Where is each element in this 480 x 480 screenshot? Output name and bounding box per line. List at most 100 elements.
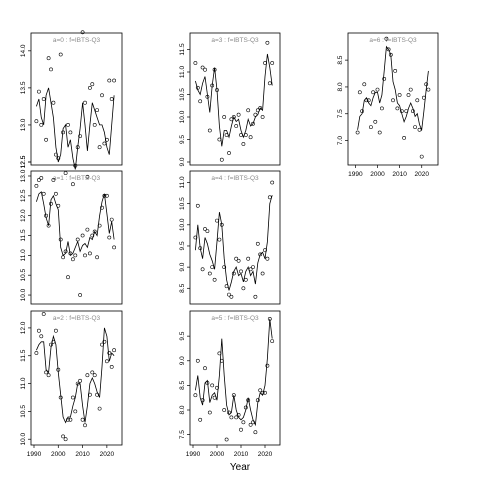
data-point xyxy=(58,52,63,57)
panel-title: a=6 : f=IBTS-Q3 xyxy=(369,37,417,44)
data-point xyxy=(193,393,198,398)
data-point xyxy=(388,52,393,57)
x-tick-label: 1990 xyxy=(348,171,363,178)
data-point xyxy=(260,271,265,276)
data-point xyxy=(63,171,68,176)
data-point xyxy=(78,293,83,297)
y-tick-label: 9.5 xyxy=(179,135,186,144)
data-point xyxy=(80,30,85,35)
data-point xyxy=(366,98,371,103)
y-tick-label: 10.0 xyxy=(20,433,27,446)
y-tick-label: 7.5 xyxy=(179,430,186,439)
data-point xyxy=(419,154,424,159)
panel-frame xyxy=(30,170,123,305)
data-point xyxy=(112,348,117,353)
data-point xyxy=(95,255,100,260)
data-point xyxy=(207,410,212,415)
data-point xyxy=(83,253,87,258)
data-point xyxy=(107,351,112,355)
data-point xyxy=(386,47,391,52)
panel-frame xyxy=(189,310,281,446)
data-point xyxy=(270,61,275,65)
y-tick-label: 10.0 xyxy=(179,110,186,123)
panel-title: a=1 : f=IBTS-Q3 xyxy=(53,175,101,182)
data-point xyxy=(231,393,236,398)
data-point xyxy=(85,373,90,378)
data-point xyxy=(200,398,205,403)
y-tick-label: 10.5 xyxy=(179,88,186,101)
data-point xyxy=(34,183,39,188)
data-point xyxy=(258,252,263,257)
data-point xyxy=(263,61,267,65)
data-point xyxy=(54,191,58,196)
y-tick-label: 11.5 xyxy=(20,229,27,242)
data-point xyxy=(44,213,49,218)
data-point xyxy=(357,90,362,95)
x-tick-label: 2020 xyxy=(100,451,115,458)
y-tick-label: 12.5 xyxy=(20,189,27,202)
panel-frame xyxy=(30,32,123,166)
data-point xyxy=(248,135,253,140)
data-point xyxy=(39,176,44,180)
data-point xyxy=(51,100,56,105)
data-point xyxy=(248,422,253,427)
data-point xyxy=(229,294,234,299)
data-point xyxy=(224,284,229,289)
data-point xyxy=(255,398,260,403)
panel-frame xyxy=(189,32,281,166)
data-point xyxy=(198,246,203,251)
data-point xyxy=(198,417,203,422)
data-point xyxy=(229,117,234,122)
data-point xyxy=(265,256,270,261)
data-point xyxy=(46,373,51,378)
panel-4: a=4 : f=IBTS-Q3 8.5 9.0 9.5 10.0 10.5 11.0 xyxy=(179,170,281,305)
data-point xyxy=(95,108,100,113)
data-point xyxy=(88,86,92,90)
data-point xyxy=(395,106,400,111)
y-tick-label: 11.0 xyxy=(179,66,186,79)
data-point xyxy=(88,392,92,397)
data-point xyxy=(260,115,265,119)
panel-5: a=5 : f=IBTS-Q3 7.5 8.0 8.5 9.0 9.5 1990 2000 20… xyxy=(179,310,281,458)
panel-title: a=3 : f=IBTS-Q3 xyxy=(211,37,259,44)
x-tick-label: 1990 xyxy=(27,451,42,458)
data-point xyxy=(210,83,215,88)
data-point xyxy=(231,271,236,276)
data-point xyxy=(46,56,51,61)
data-point xyxy=(75,381,80,386)
data-point xyxy=(85,174,90,179)
data-point xyxy=(78,134,83,139)
data-point xyxy=(222,265,227,270)
data-point xyxy=(236,412,241,417)
y-tick-label: 7.5 xyxy=(337,109,344,118)
data-point xyxy=(382,77,387,81)
data-point xyxy=(219,157,224,162)
data-point xyxy=(404,109,409,114)
data-point xyxy=(61,255,66,260)
data-point xyxy=(66,417,70,422)
panel-title: a=0 : f=IBTS-Q3 xyxy=(53,37,101,44)
data-point xyxy=(80,417,85,422)
data-point xyxy=(260,390,265,395)
y-tick-label: 10.5 xyxy=(20,268,27,281)
data-point xyxy=(37,328,41,333)
data-point xyxy=(109,97,114,101)
data-point xyxy=(68,251,73,256)
data-point xyxy=(71,395,75,400)
y-tick-label: 7.0 xyxy=(337,136,344,145)
data-point xyxy=(227,151,231,155)
y-tick-label: 12.0 xyxy=(20,321,27,334)
fit-line xyxy=(36,191,115,257)
data-point xyxy=(41,97,46,101)
data-point xyxy=(251,121,255,126)
data-point xyxy=(207,128,212,133)
data-point xyxy=(224,133,229,137)
y-tick-label: 8.5 xyxy=(179,380,186,389)
data-point xyxy=(408,87,413,92)
data-point xyxy=(263,248,267,253)
data-point xyxy=(41,191,46,196)
data-point xyxy=(251,420,255,425)
fit-line xyxy=(195,195,273,291)
data-point xyxy=(105,359,109,364)
